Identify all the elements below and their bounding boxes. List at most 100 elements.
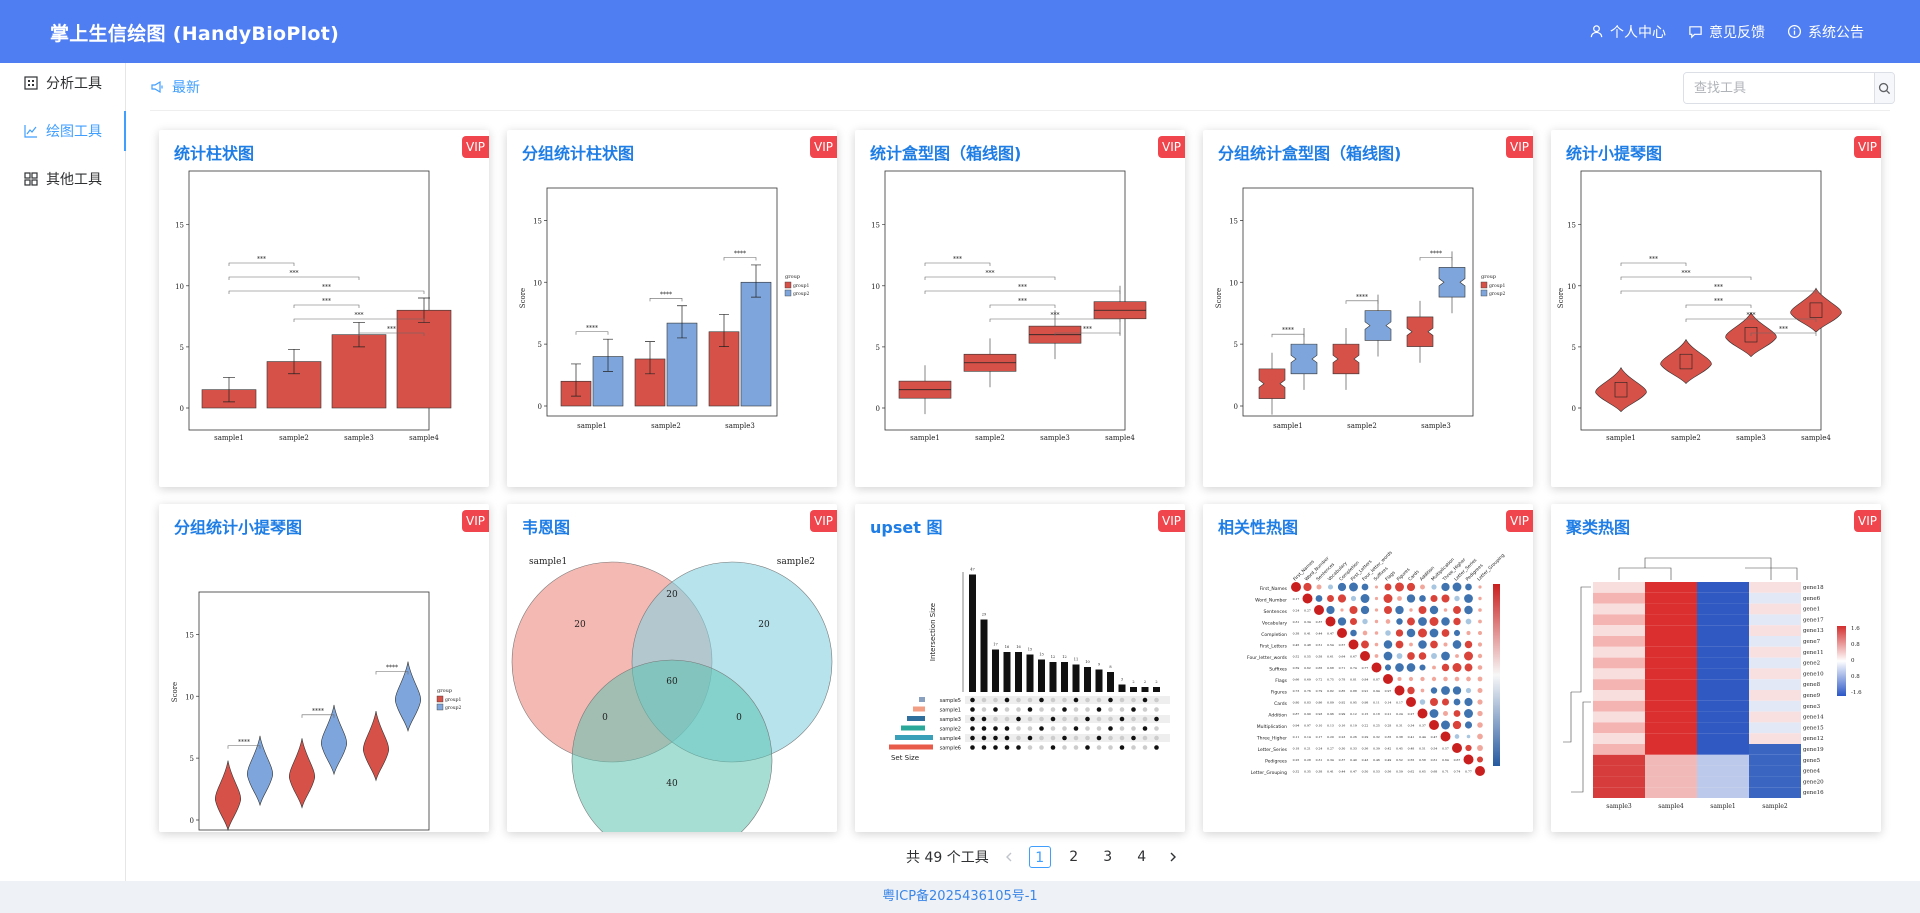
tool-card[interactable]: 统计小提琴图 VIP 0 5 10 15 sample1 sample2 sample3 samp… [1551, 130, 1881, 487]
corr-value: 0.92 [1339, 701, 1346, 705]
search-input[interactable] [1684, 73, 1874, 103]
corr-cell [1418, 652, 1427, 660]
page-4[interactable]: 4 [1137, 849, 1147, 865]
x-tick-label: sample1 [577, 422, 607, 430]
x-axis-label: Set Size [891, 754, 919, 762]
corr-cell [1464, 651, 1473, 661]
gene-label: gene15 [1803, 725, 1824, 731]
corr-value: 0.38 [1293, 632, 1300, 636]
page-2[interactable]: 2 [1069, 849, 1079, 865]
corr-value: 0.54 [1327, 643, 1334, 647]
corr-cell [1374, 608, 1379, 612]
heatmap-cell [1697, 776, 1749, 788]
matrix-dot [993, 726, 998, 731]
corr-cell [1466, 676, 1471, 682]
tool-card[interactable]: 统计盒型图（箱线图) VIP 0 5 10 15 sample1 sample2 sample3… [855, 130, 1185, 487]
nav-announcement[interactable]: 系统公告 [1787, 22, 1864, 42]
corr-value: 0.11 [1293, 735, 1300, 739]
legend-swatch [1480, 281, 1488, 289]
corr-value: 0.21 [1304, 747, 1311, 751]
tool-card[interactable]: 韦恩图 VIP sample1 sample2 20 20 20 60 0 0 40 [507, 504, 837, 832]
corr-cell [1383, 651, 1393, 661]
y-tick-label: 0 [190, 817, 194, 825]
intersection-bar [1153, 687, 1160, 692]
icp-link[interactable]: 粤ICP备2025436105号-1 [882, 889, 1038, 904]
intersection-bar [1061, 662, 1068, 692]
significance-bracket [1620, 276, 1752, 280]
matrix-dot [1039, 735, 1044, 741]
corr-value: 0.35 [1304, 770, 1311, 774]
tool-card[interactable]: 分组统计盒型图（箱线图) VIP 0 5 10 15 Score sample1 **** sam… [1203, 130, 1533, 487]
corr-cell [1395, 605, 1404, 615]
matrix-dot [970, 726, 975, 731]
significance-label: *** [1649, 256, 1658, 263]
prev-page-button[interactable] [1001, 849, 1017, 865]
heatmap-cell [1697, 592, 1749, 604]
significance-label: *** [986, 270, 995, 277]
corr-value: 0.34 [1327, 758, 1334, 762]
heatmap-cell [1697, 754, 1749, 766]
heatmap-cell [1749, 787, 1801, 798]
corr-value: 0.97 [1385, 689, 1392, 693]
corr-cell [1420, 676, 1425, 682]
intersection-bar [1038, 659, 1045, 692]
vip-badge: VIP [462, 136, 489, 158]
card-title: 相关性热图 [1218, 518, 1299, 537]
tool-card[interactable]: 统计柱状图 VIP 0 5 10 15 sample1 sample2 sample3 sampl… [159, 130, 489, 487]
significance-bracket [358, 332, 425, 336]
corr-value: 0.52 [1293, 655, 1300, 659]
matrix-dot [981, 726, 987, 731]
heatmap-cell [1593, 603, 1645, 615]
corr-value: 0.15 [1362, 712, 1369, 716]
corr-value: 0.14 [1385, 701, 1392, 705]
corr-cell [1477, 642, 1483, 647]
matrix-dot [970, 697, 975, 703]
heatmap-cell [1749, 668, 1801, 680]
tool-card[interactable]: 聚类热图 VIP gene18 gene6 gene1 gene17 gene13 gene7… [1551, 504, 1881, 832]
vip-badge: VIP [810, 136, 837, 158]
legend-title: group [437, 688, 452, 694]
page-1[interactable]: 1 [1028, 846, 1051, 868]
search-button[interactable] [1874, 73, 1894, 103]
matrix-dot [1039, 707, 1044, 712]
tab-newest[interactable]: 最新 [150, 77, 200, 97]
corr-value: 0.37 [1339, 758, 1346, 762]
tool-card[interactable]: 相关性热图 VIP First_Names First_Names Word_Numbe… [1203, 504, 1533, 832]
corr-cell [1465, 583, 1472, 591]
corr-cell [1302, 593, 1313, 604]
tool-card[interactable]: 分组统计小提琴图VIP051015Scoresample1****sample2… [159, 504, 489, 832]
notched-box [1438, 267, 1466, 298]
heatmap-cell [1749, 625, 1801, 636]
sidebar-item-label: 分析工具 [46, 76, 102, 92]
page-3[interactable]: 3 [1103, 849, 1113, 865]
significance-bracket [1054, 332, 1121, 336]
matrix-dot [1027, 735, 1033, 741]
significance-label: **** [660, 291, 672, 298]
heatmap-cell [1749, 592, 1801, 604]
corr-cell [1327, 595, 1334, 602]
error-bar [418, 297, 430, 323]
sidebar-item-other[interactable]: 其他工具 [0, 159, 126, 199]
matrix-row [965, 696, 1170, 704]
matrix-dot [1085, 745, 1090, 750]
corr-cell [1383, 594, 1393, 603]
significance-bracket [1419, 257, 1453, 261]
violin [1660, 338, 1712, 385]
nav-profile[interactable]: 个人中心 [1589, 22, 1666, 42]
sidebar-item-plot[interactable]: 绘图工具 [0, 111, 126, 151]
corr-value: 0.50 [1362, 770, 1369, 774]
heatmap-cell [1697, 625, 1749, 636]
corr-cell [1464, 709, 1473, 718]
heatmap-cell [1645, 690, 1697, 701]
corr-cell [1453, 606, 1461, 614]
nav-feedback[interactable]: 意见反馈 [1688, 22, 1765, 42]
sidebar-item-analysis[interactable]: 分析工具 [0, 63, 126, 103]
sample-label: sample2 [1762, 803, 1788, 810]
tool-card[interactable]: upset 图 VIP Intersection Size 47 29 17 16 16 15 1… [855, 504, 1185, 832]
tool-card[interactable]: 分组统计柱状图 VIP 0 5 10 15 Score sample1 **** sample2 *… [507, 130, 837, 487]
brand-title[interactable]: 掌上生信绘图 (HandyBioPlot) [50, 23, 340, 45]
corr-value: 0.88 [1350, 689, 1357, 693]
significance-label: *** [1714, 284, 1723, 291]
card-preview-chart: 0 5 10 15 sample1 sample2 sample3 sample4 *** ***… [175, 170, 452, 442]
next-page-button[interactable] [1165, 849, 1181, 865]
